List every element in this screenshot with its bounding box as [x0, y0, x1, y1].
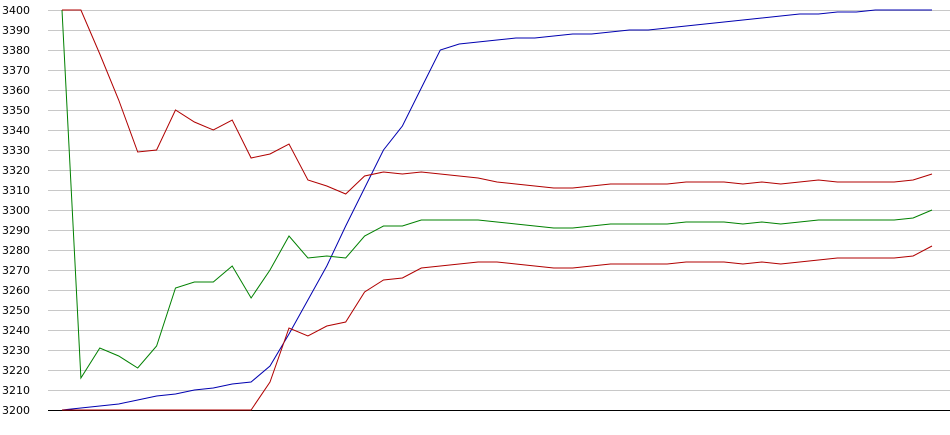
y-tick-label: 3270: [2, 264, 30, 277]
y-tick-label: 3240: [2, 324, 30, 337]
y-tick-label: 3370: [2, 64, 30, 77]
y-tick-label: 3350: [2, 104, 30, 117]
series-lines: [61, 9, 933, 411]
y-tick-label: 3360: [2, 84, 30, 97]
y-tick-label: 3220: [2, 364, 30, 377]
series-line-3: [62, 9, 933, 195]
y-tick-label: 3260: [2, 284, 30, 297]
y-tick-label: 3320: [2, 164, 30, 177]
y-tick-label: 3390: [2, 24, 30, 37]
y-tick-label: 3230: [2, 344, 30, 357]
y-tick-label: 3330: [2, 144, 30, 157]
series-line-1: [61, 9, 932, 411]
y-tick-label: 3400: [2, 4, 30, 17]
y-tick-labels: 3200 3210 3220 3230 3240 3250 3260 3270 3280 3290…: [2, 4, 30, 417]
y-tick-label: 3340: [2, 124, 30, 137]
y-tick-label: 3200: [2, 404, 30, 417]
y-tick-label: 3280: [2, 244, 30, 257]
y-tick-label: 3380: [2, 44, 30, 57]
gridlines: [48, 10, 950, 411]
y-tick-label: 3210: [2, 384, 30, 397]
series-line-2: [61, 9, 933, 380]
y-tick-label: 3310: [2, 184, 30, 197]
y-tick-label: 3300: [2, 204, 30, 217]
y-tick-label: 3250: [2, 304, 30, 317]
series-line-4: [62, 245, 933, 411]
y-tick-label: 3290: [2, 224, 30, 237]
